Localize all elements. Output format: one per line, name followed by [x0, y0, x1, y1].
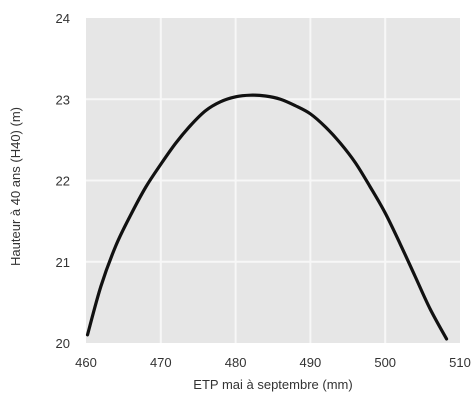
gridlines	[86, 18, 460, 343]
y-axis-label: Hauteur à 40 ans (H40) (m)	[8, 107, 23, 266]
y-tick-label-4: 24	[56, 11, 70, 26]
x-tick-label-2: 480	[225, 355, 247, 370]
y-tick-label-3: 23	[56, 92, 70, 107]
y-tick-label-0: 20	[56, 336, 70, 351]
y-tick-label-2: 22	[56, 174, 70, 189]
x-tick-label-4: 500	[374, 355, 396, 370]
x-axis-label: ETP mai à septembre (mm)	[193, 377, 352, 392]
x-tick-label-5: 510	[449, 355, 471, 370]
x-tick-labels: 460 470 480 490 500 510	[75, 355, 471, 370]
x-tick-label-3: 490	[300, 355, 322, 370]
y-tick-labels: 20 21 22 23 24	[56, 11, 70, 351]
series-line	[85, 93, 449, 341]
y-tick-label-1: 21	[56, 255, 70, 270]
x-tick-label-1: 470	[150, 355, 172, 370]
x-tick-label-0: 460	[75, 355, 97, 370]
